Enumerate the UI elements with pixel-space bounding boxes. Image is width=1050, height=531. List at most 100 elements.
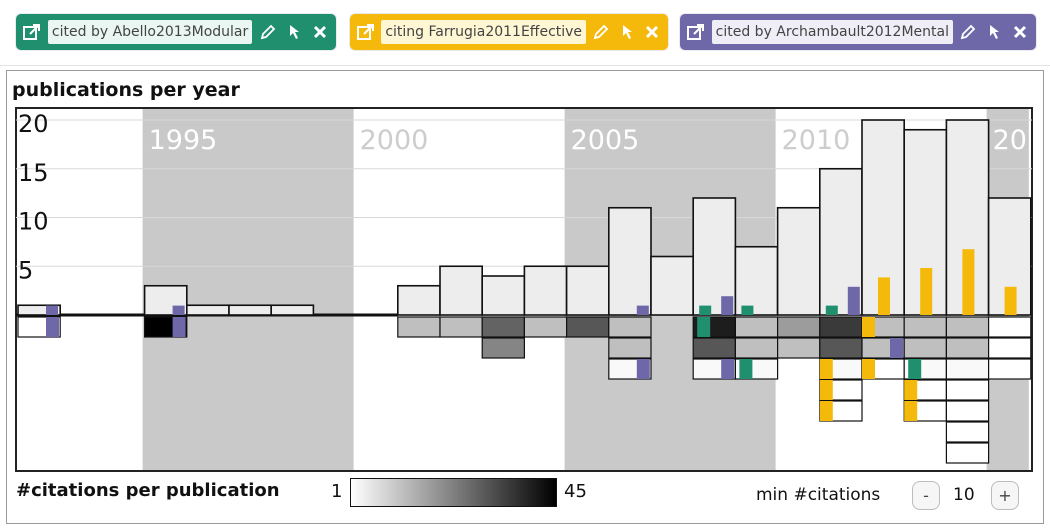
export-icon[interactable] <box>686 20 707 44</box>
citation-cell <box>945 358 990 380</box>
tag-cited-by-abello[interactable]: cited by Abello2013Modular <box>16 14 336 50</box>
era-label: 1995 <box>149 125 218 156</box>
citation-cell <box>945 316 990 338</box>
citation-cell <box>819 337 863 359</box>
citation-cell <box>819 316 863 338</box>
era-label: 2005 <box>571 125 640 156</box>
series-indicator <box>741 305 754 315</box>
citation-marker <box>908 359 922 379</box>
series-indicator <box>636 305 649 315</box>
citation-marker <box>890 338 903 358</box>
publication-bar <box>481 275 526 316</box>
edit-icon[interactable] <box>591 20 611 44</box>
citation-cell <box>481 337 526 359</box>
citation-marker <box>904 401 918 421</box>
citation-cell <box>776 316 821 338</box>
citation-marker <box>862 359 875 379</box>
citation-gradient-bar <box>350 478 557 507</box>
citation-cell <box>397 316 441 338</box>
y-tick-label: 10 <box>18 208 49 236</box>
citation-cell <box>903 316 948 338</box>
publication-bar <box>17 304 62 316</box>
citation-cell <box>734 337 779 359</box>
tag-label: citing Farrugia2011Effective <box>381 20 587 44</box>
publication-bar <box>396 284 441 316</box>
edit-icon[interactable] <box>257 20 278 44</box>
citation-cell <box>608 337 652 359</box>
tag-label: cited by Archambault2012Mental <box>711 20 953 44</box>
citation-cell <box>481 316 526 338</box>
citation-marker <box>904 380 918 400</box>
legend-title: #citations per publication <box>16 480 280 501</box>
y-tick-label: 5 <box>18 256 33 284</box>
citation-marker <box>819 359 833 379</box>
publication-bar <box>228 304 273 316</box>
citation-marker <box>172 317 186 337</box>
legend-max-value: 45 <box>564 481 587 502</box>
increment-button[interactable]: + <box>991 481 1019 510</box>
pointer-icon[interactable] <box>984 20 1005 44</box>
publication-bar <box>650 255 695 316</box>
tag-cited-by-archambault[interactable]: cited by Archambault2012Mental <box>680 14 1036 50</box>
citation-cell <box>734 316 779 338</box>
min-citations-value: 10 <box>953 485 975 505</box>
publication-bar <box>607 206 652 316</box>
citation-marker <box>819 380 833 400</box>
close-icon[interactable] <box>1009 20 1030 44</box>
citation-cell <box>987 337 1032 359</box>
citation-cell <box>523 316 568 338</box>
series-indicator <box>721 296 734 315</box>
series-indicator <box>1004 286 1017 315</box>
citation-cell <box>692 337 737 359</box>
legend-min-value: 1 <box>331 481 343 502</box>
publication-bar <box>565 265 610 316</box>
y-tick-label: 20 <box>18 110 49 138</box>
citation-marker <box>739 359 753 379</box>
publication-bar <box>692 197 737 316</box>
citation-marker <box>46 317 59 337</box>
citation-cell <box>608 316 652 338</box>
era-label: 2000 <box>360 125 429 156</box>
export-icon[interactable] <box>22 20 43 44</box>
close-icon[interactable] <box>642 20 662 44</box>
tag-citing-farrugia[interactable]: citing Farrugia2011Effective <box>350 14 668 50</box>
publication-bar <box>734 245 779 316</box>
decrement-button[interactable]: - <box>912 481 940 510</box>
citation-cell <box>776 337 821 359</box>
citation-cell <box>945 421 990 443</box>
citation-marker <box>862 317 875 337</box>
citation-cell <box>903 337 948 359</box>
series-indicator <box>699 305 712 315</box>
edit-icon[interactable] <box>958 20 979 44</box>
citation-marker <box>721 359 735 379</box>
tag-bar: cited by Abello2013Modular citing Farrug… <box>0 0 1050 66</box>
citation-cell <box>945 337 990 359</box>
min-citations-label: min #citations <box>756 485 881 505</box>
citation-cell <box>945 442 990 464</box>
series-indicator <box>847 286 860 315</box>
citation-cell <box>987 316 1032 338</box>
citation-marker <box>697 317 711 337</box>
citation-marker <box>819 401 833 421</box>
pointer-icon[interactable] <box>616 20 636 44</box>
era-label: 2010 <box>782 125 851 156</box>
pointer-icon[interactable] <box>283 20 304 44</box>
series-indicator <box>878 277 890 315</box>
chart-title: publications per year <box>12 79 240 101</box>
export-icon[interactable] <box>356 20 376 44</box>
series-indicator <box>962 249 975 315</box>
y-tick-label: 15 <box>18 159 49 187</box>
publication-bar <box>439 265 484 316</box>
series-indicator <box>46 305 58 315</box>
citation-marker <box>636 359 650 379</box>
publication-bar <box>186 304 230 316</box>
series-indicator <box>825 305 838 315</box>
citation-cell <box>439 316 483 338</box>
publication-bar <box>776 206 821 316</box>
publication-bar <box>523 265 568 316</box>
publication-bar <box>270 304 315 316</box>
citation-cell <box>987 358 1032 380</box>
close-icon[interactable] <box>309 20 330 44</box>
series-indicator <box>172 305 185 315</box>
